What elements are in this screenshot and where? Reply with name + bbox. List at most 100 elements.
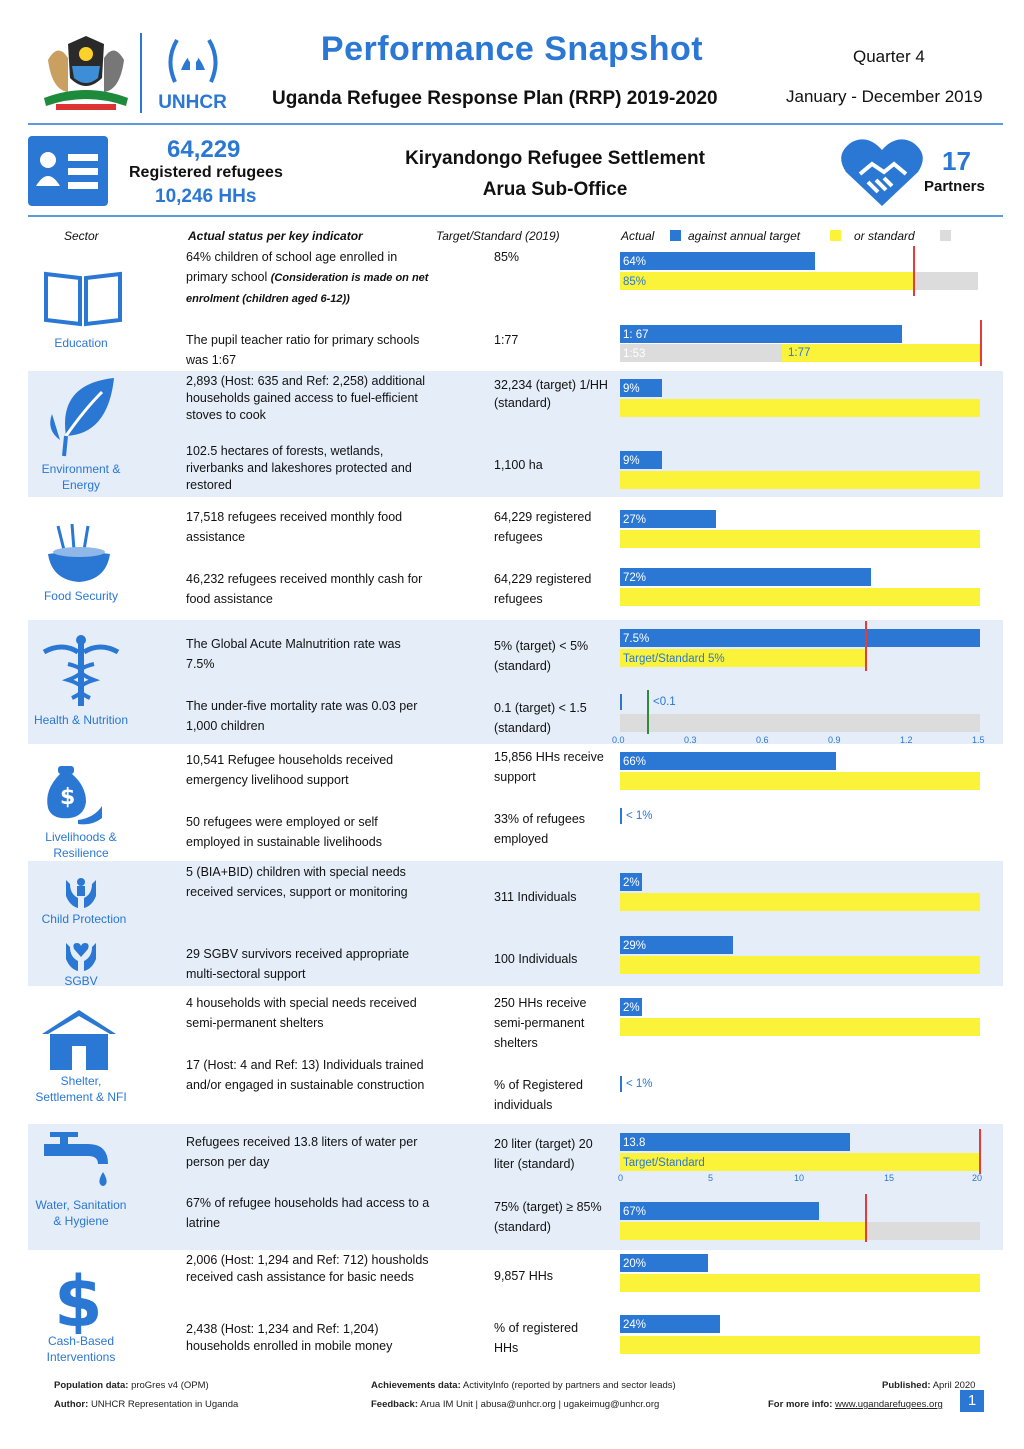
- indicator-text: 17,518 refugees received monthly food as…: [186, 510, 403, 544]
- target-bar: [620, 1222, 866, 1240]
- actual-bar: 1: 67: [620, 325, 902, 343]
- house-icon: [40, 1008, 118, 1072]
- header-rule: [28, 123, 1003, 125]
- book-icon: [42, 268, 124, 328]
- indicator-target: 85%: [494, 250, 520, 264]
- target-bar: [620, 530, 980, 548]
- unhcr-logo-text: UNHCR: [158, 92, 227, 113]
- axis-tick: 5: [708, 1173, 714, 1183]
- target-bar: [620, 1274, 980, 1292]
- leaf-icon: [44, 374, 120, 458]
- actual-bar: 27%: [620, 510, 716, 528]
- indicator-target: 0.1 (target) < 1.5 (standard): [494, 701, 587, 735]
- indicator-target: 311 Individuals: [494, 890, 577, 904]
- actual-bar: 72%: [620, 568, 871, 586]
- more-info-link[interactable]: www.ugandarefugees.org: [835, 1399, 943, 1410]
- office-name: Arua Sub-Office: [482, 179, 628, 200]
- indicator-text: 2,006 (Host: 1,294 and Ref: 712) houshol…: [186, 1253, 429, 1284]
- indicator-text: 5 (BIA+BID) children with special needs …: [186, 865, 408, 899]
- caduceus-icon: [42, 634, 120, 708]
- sector-label-health: Health & Nutrition: [33, 713, 129, 727]
- axis-tick: 15: [884, 1173, 895, 1183]
- indicator-target: 9,857 HHs: [494, 1269, 554, 1283]
- target-bar: [620, 471, 980, 489]
- indicator-text: 67% of refugee households had access to …: [186, 1196, 430, 1230]
- target-bar: Target/Standard: [620, 1153, 980, 1171]
- settlement-name: Kiryandongo Refugee Settlement: [405, 148, 705, 169]
- footer-population: Population data: proGres v4 (OPM): [54, 1380, 209, 1391]
- actual-bar: 66%: [620, 752, 836, 770]
- legend-against-target: against annual target: [688, 229, 801, 243]
- indicator-target: 15,856 HHs receive support: [494, 750, 604, 784]
- indicator-target: 100 Individuals: [494, 952, 578, 966]
- hands-heart-icon: [62, 935, 100, 973]
- svg-text:$: $: [60, 785, 75, 810]
- target-bar: [620, 399, 980, 417]
- page-subtitle: Uganda Refugee Response Plan (RRP) 2019-…: [272, 88, 718, 109]
- actual-bar: 2%: [620, 873, 642, 891]
- handshake-heart-icon: [838, 134, 926, 210]
- sector-label-cbi: Cash-Based Interventions: [46, 1334, 116, 1364]
- target-marker: [647, 690, 649, 734]
- axis-tick: 0.9: [828, 735, 841, 745]
- indicator-target: 1,100 ha: [494, 458, 543, 472]
- target-label: 1:77: [788, 347, 811, 359]
- target-marker: [865, 621, 867, 671]
- target-marker: [865, 1194, 867, 1242]
- axis-tick: 1.2: [900, 735, 913, 745]
- target-marker: [913, 246, 915, 296]
- header-divider: [140, 33, 142, 113]
- sector-label-child-protection: Child Protection: [41, 912, 127, 926]
- actual-bar: [620, 1076, 622, 1092]
- actual-label: <0.1: [653, 696, 676, 708]
- sector-label-wash: Water, Sanitation & Hygiene: [35, 1198, 127, 1228]
- indicator-text: 10,541 Refugee households received emerg…: [186, 753, 394, 787]
- footer-feedback: Feedback: Arua IM Unit | abusa@unhcr.org…: [371, 1399, 660, 1410]
- actual-bar: 13.8: [620, 1133, 850, 1151]
- actual-bar: 29%: [620, 936, 733, 954]
- footer-achievements: Achievements data: ActivityInfo (reporte…: [371, 1380, 676, 1391]
- axis-tick: 0.3: [684, 735, 697, 745]
- axis-tick: 0: [618, 1173, 624, 1183]
- actual-bar: [620, 808, 622, 824]
- indicator-target: 32,234 (target) 1/HH (standard): [494, 378, 608, 410]
- uganda-coat-of-arms: [38, 32, 133, 114]
- partners-label: Partners: [924, 178, 985, 195]
- page-number: 1: [960, 1390, 984, 1412]
- footer-published: Published: April 2020: [882, 1380, 976, 1391]
- axis-tick: 10: [794, 1173, 805, 1183]
- indicator-target: % of registered HHs: [494, 1321, 579, 1355]
- actual-bar: 64%: [620, 252, 815, 270]
- sector-label-food: Food Security: [43, 589, 119, 603]
- sector-label-shelter: Shelter, Settlement & NFI: [35, 1074, 127, 1104]
- col-header-sector: Sector: [64, 229, 99, 243]
- indicator-target: 33% of refugees employed: [494, 812, 586, 846]
- indicator-text: 17 (Host: 4 and Ref: 13) Individuals tra…: [186, 1058, 425, 1092]
- actual-label: < 1%: [626, 1078, 653, 1090]
- indicator-text: 102.5 hectares of forests, wetlands, riv…: [186, 444, 412, 492]
- target-marker: [980, 320, 982, 366]
- sector-label-environment: Environment & Energy: [41, 462, 121, 492]
- legend-actual-swatch: [670, 230, 681, 241]
- sector-label-education: Education: [54, 336, 108, 350]
- axis-tick: 20: [972, 1173, 983, 1183]
- indicator-target: 1:77: [494, 333, 519, 347]
- target-bar: [620, 772, 980, 790]
- unhcr-logo: UNHCR: [150, 32, 235, 116]
- target-bar: [620, 956, 980, 974]
- legend-standard-swatch: [940, 230, 951, 241]
- target-bar: [620, 1018, 980, 1036]
- axis-tick: 1.5: [972, 735, 985, 745]
- refugee-id-icon: [28, 136, 108, 206]
- axis-tick: 0.0: [612, 735, 625, 745]
- standard-bar: 1:53: [620, 344, 782, 362]
- actual-bar: 20%: [620, 1254, 708, 1272]
- target-bar: [620, 893, 980, 911]
- target-bar: Target/Standard 5%: [620, 649, 866, 667]
- money-bag-icon: $: [40, 760, 106, 826]
- indicator-target: 75% (target) ≥ 85% (standard): [494, 1200, 602, 1234]
- partners-count: 17: [942, 146, 971, 176]
- indicator-text: 2,438 (Host: 1,234 and Ref: 1,204) house…: [186, 1322, 393, 1353]
- food-bowl-icon: [44, 520, 114, 584]
- indicator-target: 64,229 registered refugees: [494, 572, 592, 606]
